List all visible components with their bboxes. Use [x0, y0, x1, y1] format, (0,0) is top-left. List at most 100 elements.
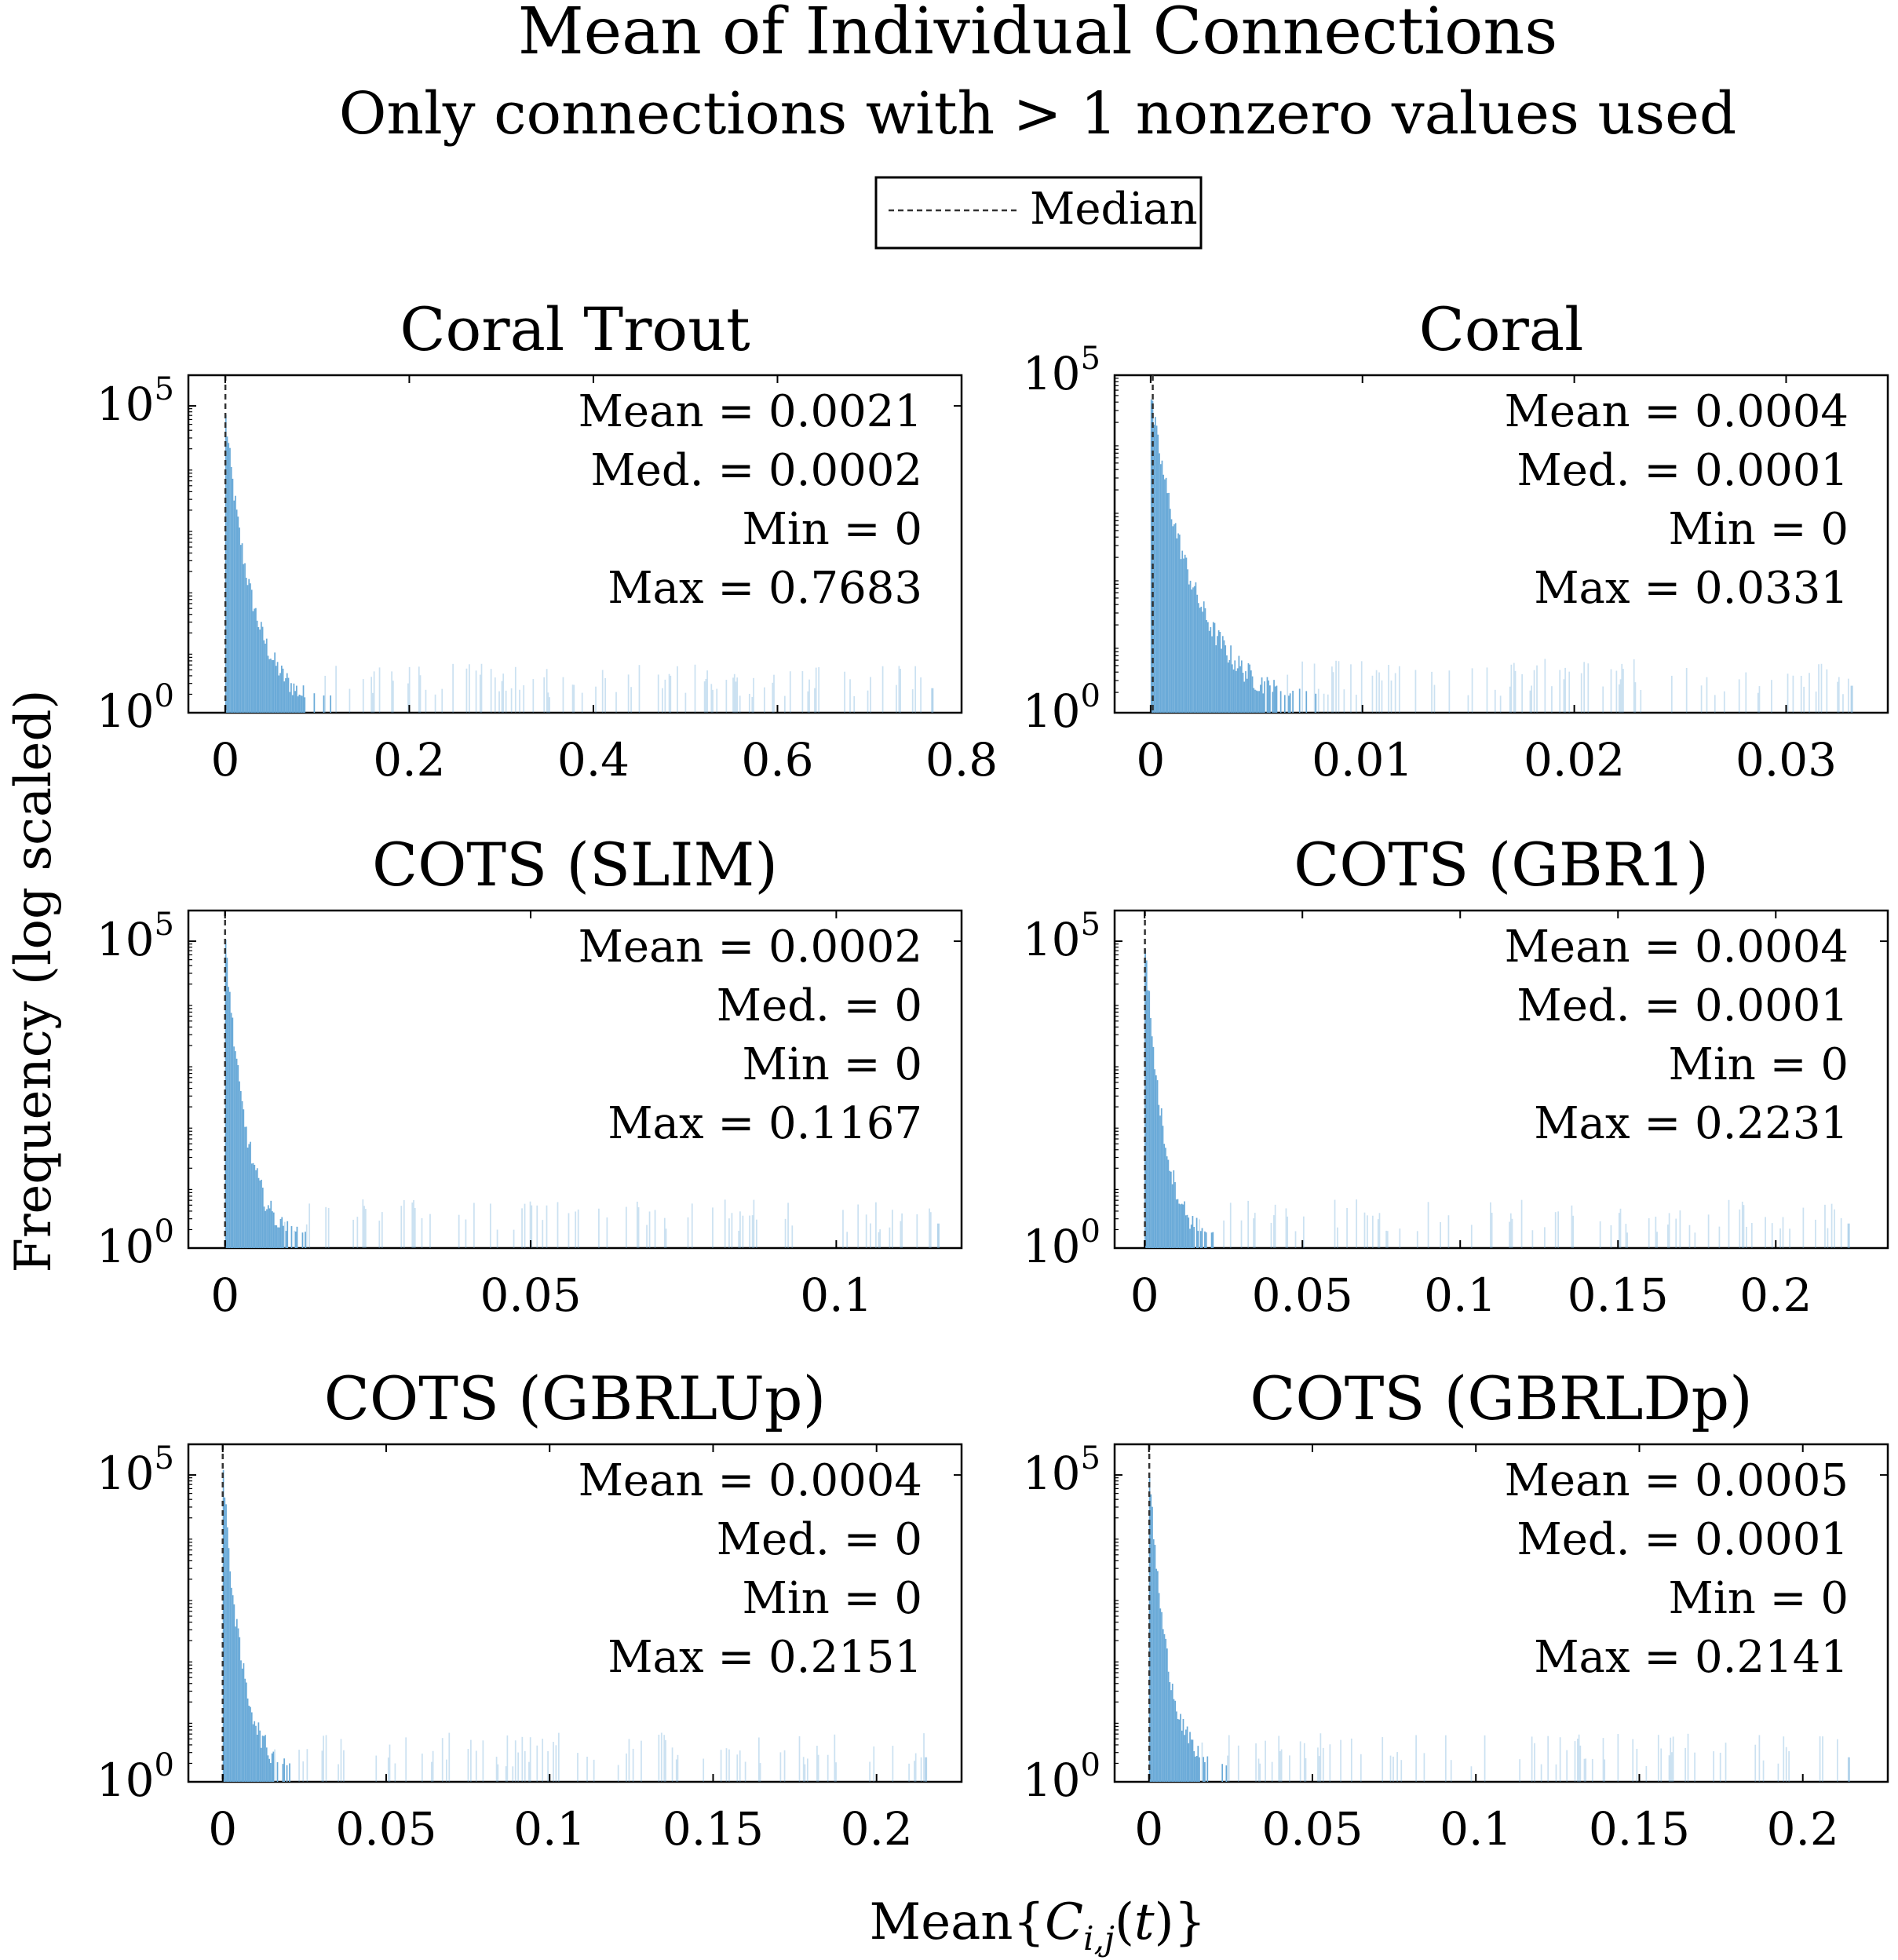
histogram-bar	[1559, 670, 1561, 713]
histogram-bar	[1188, 1217, 1190, 1248]
histogram-bar	[914, 1761, 915, 1782]
histogram-bar	[710, 684, 713, 713]
histogram-bar	[254, 608, 256, 713]
histogram-bar	[1390, 680, 1392, 713]
histogram-bar	[259, 1180, 261, 1248]
histogram-bar	[1196, 594, 1198, 713]
panel-title: COTS (GBR1)	[1294, 830, 1709, 900]
x-tick-label: 0.03	[1736, 733, 1837, 787]
histogram-bar	[225, 1504, 227, 1782]
histogram-bar	[1186, 1726, 1188, 1782]
histogram-bar	[1183, 558, 1184, 713]
histogram-bar	[1514, 670, 1517, 713]
histogram-bar	[1190, 1739, 1192, 1782]
histogram-bar	[473, 1203, 475, 1248]
x-tick-label: 0.8	[925, 733, 998, 787]
histogram-bar	[1619, 679, 1622, 713]
histogram-bar	[432, 1750, 434, 1782]
histogram-bar	[1165, 1638, 1167, 1782]
histogram-bar	[929, 1212, 932, 1248]
histogram-bar	[665, 1739, 666, 1782]
x-tick-label: 0.02	[1524, 733, 1625, 787]
histogram-bar	[1688, 1225, 1691, 1248]
plot-frame	[187, 374, 963, 714]
histogram-bar	[1815, 1219, 1816, 1248]
plot-frame	[1113, 909, 1889, 1250]
histogram-bar	[1450, 1760, 1452, 1782]
x-tick-label: 0	[210, 733, 239, 787]
histogram-bar	[1668, 1755, 1670, 1782]
histogram-bar	[254, 1164, 256, 1248]
histogram-bar	[1298, 688, 1301, 713]
histogram-bar	[297, 696, 299, 713]
histogram-bar	[1510, 664, 1513, 713]
x-tick-label: 0	[1136, 733, 1165, 787]
histogram-bar-max	[931, 688, 934, 713]
histogram-bar	[224, 1497, 226, 1782]
histogram-bar	[506, 1735, 509, 1782]
histogram-bar	[285, 678, 287, 713]
histogram-bar	[670, 675, 672, 713]
histogram-bar	[1199, 1231, 1202, 1248]
histogram-bar	[517, 1752, 520, 1782]
histogram-bar	[687, 1217, 689, 1248]
histogram-bar	[1158, 1104, 1160, 1248]
histogram-bar	[892, 1746, 894, 1782]
histogram-bar	[546, 669, 548, 713]
histogram-bar	[255, 608, 257, 713]
histogram-bar	[725, 680, 728, 713]
histogram-bar	[1818, 664, 1820, 713]
histogram-bar	[1200, 606, 1203, 713]
histogram-bar	[901, 1213, 903, 1248]
histogram-bar	[1301, 661, 1303, 713]
histogram-bar	[1318, 1756, 1320, 1782]
histogram-bar	[232, 1595, 234, 1782]
histogram-bar	[274, 652, 276, 713]
histogram-bar	[1809, 673, 1810, 713]
histogram-bar	[392, 681, 394, 713]
histogram-bar	[290, 1226, 293, 1248]
histogram-bar	[783, 1750, 786, 1782]
histogram-bar	[1305, 691, 1308, 713]
histogram-bar	[712, 1207, 714, 1248]
stat-mean: Mean = 0.0004	[579, 1455, 922, 1506]
histogram-bar	[1150, 399, 1152, 713]
histogram-bar	[513, 1229, 515, 1248]
histogram-bar	[1367, 1215, 1368, 1248]
histogram-bar	[1536, 665, 1538, 713]
panel-title: COTS (SLIM)	[372, 830, 778, 900]
histogram-bar	[1315, 693, 1317, 713]
histogram-bar	[1199, 1757, 1200, 1782]
histogram-bar	[1340, 1739, 1341, 1782]
histogram-bar	[286, 1765, 288, 1782]
stat-mean: Mean = 0.0004	[1505, 922, 1849, 973]
histogram-bar	[274, 1749, 276, 1782]
histogram-bar	[1192, 587, 1194, 713]
histogram-bar	[1181, 1730, 1183, 1782]
y-tick-label: 105	[97, 371, 174, 431]
histogram-bar	[543, 677, 546, 713]
histogram-bar	[1289, 1755, 1290, 1782]
histogram-bar	[1706, 677, 1708, 713]
histogram-bar	[1172, 526, 1174, 713]
histogram-bar	[1355, 695, 1357, 713]
histogram-bar	[1571, 1205, 1573, 1248]
histogram-bar	[617, 1765, 619, 1782]
histogram-bar	[259, 1730, 261, 1782]
histogram-bar	[343, 1750, 345, 1782]
histogram-bar	[1718, 1226, 1721, 1248]
histogram-bar	[1272, 692, 1274, 713]
histogram-bar	[646, 1225, 648, 1248]
histogram-bar	[637, 1207, 640, 1248]
histogram-bar	[1163, 1633, 1166, 1782]
histogram-bar	[257, 1722, 260, 1782]
histogram-bar	[1672, 1736, 1674, 1782]
histogram-bar	[1169, 509, 1171, 713]
histogram-bar	[1346, 1207, 1348, 1248]
histogram-bar	[1250, 670, 1252, 713]
histogram-bar	[1656, 1232, 1658, 1248]
histogram-bar	[1777, 1763, 1779, 1782]
histogram-bar	[257, 1177, 260, 1248]
x-tick-label: 0.2	[373, 733, 445, 787]
